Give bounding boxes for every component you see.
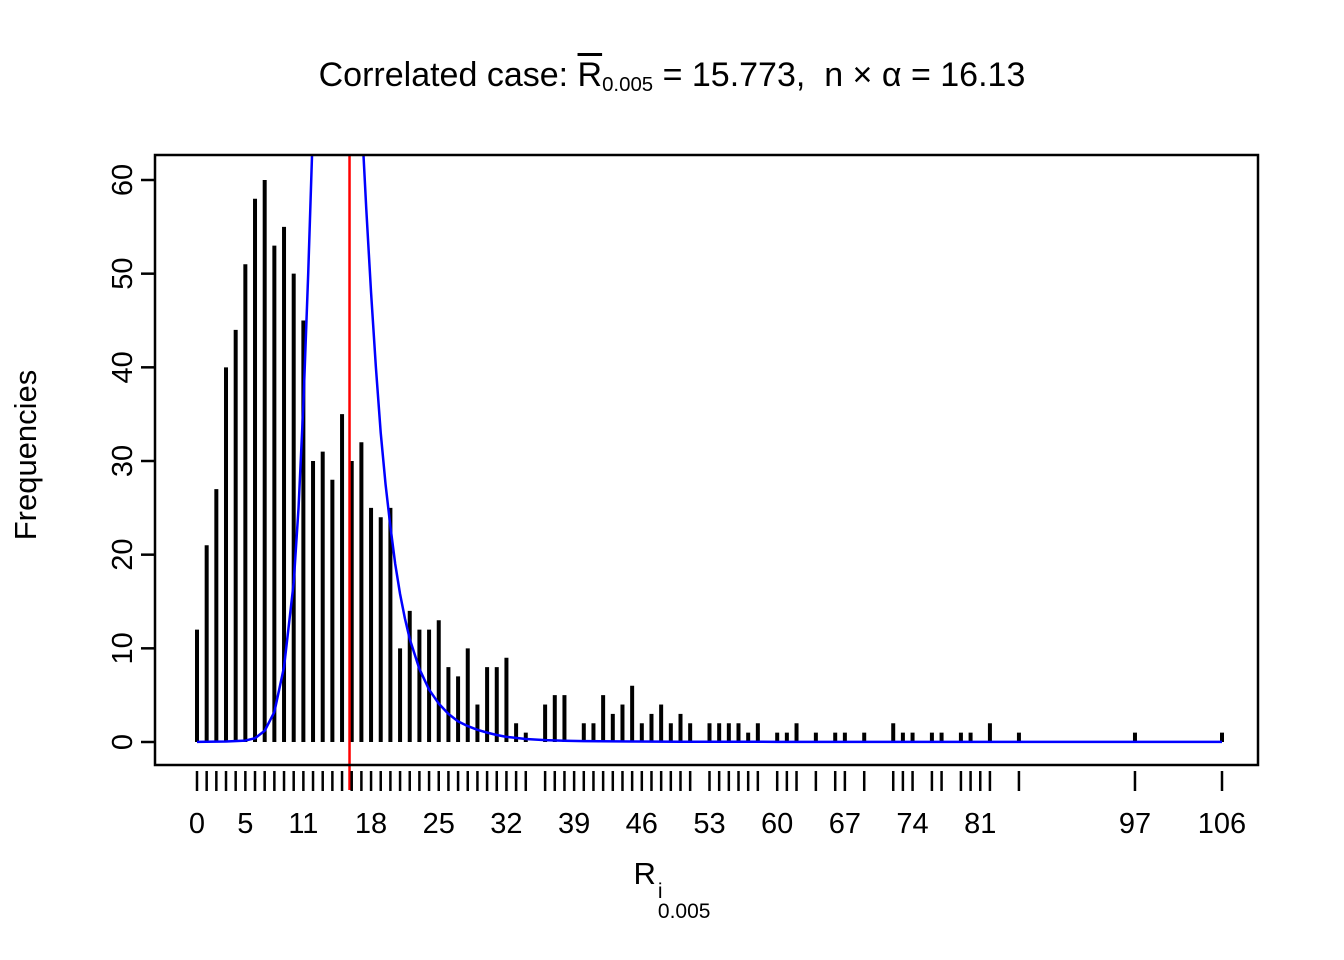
x-tick-label: 5 [237, 808, 253, 840]
x-tick-label: 97 [1119, 808, 1151, 840]
title-rbar: R [577, 56, 603, 94]
x-tick-label: 67 [829, 808, 861, 840]
x-tick-label: 11 [288, 808, 318, 840]
y-tick-label: 50 [107, 258, 139, 290]
title-suffix: = 15.773, n × α = 16.13 [653, 56, 1026, 94]
x-tick-label: 39 [558, 808, 590, 840]
x-tick-label: 18 [355, 808, 387, 840]
x-label-subscript: 0.005 [657, 900, 711, 923]
x-tick-label: 0 [189, 808, 205, 840]
x-tick-label: 60 [761, 808, 793, 840]
y-tick-label: 30 [107, 445, 139, 477]
title-prefix: Correlated case: [318, 56, 578, 94]
x-tick-label: 46 [626, 808, 658, 840]
x-label-superscript: i [657, 880, 663, 903]
y-tick-label: 60 [107, 164, 139, 196]
x-tick-label: 25 [423, 808, 455, 840]
density-curve [196, 155, 1222, 744]
x-tick-label: 74 [896, 808, 928, 840]
y-tick-label: 40 [107, 351, 139, 383]
y-tick-label: 10 [107, 632, 139, 664]
x-tick-label: 32 [490, 808, 522, 840]
y-tick-label: 0 [107, 734, 139, 750]
plot-box [153, 153, 1260, 767]
x-tick-label: 53 [693, 808, 725, 840]
x-label-scripts: i 0.005 [657, 880, 711, 923]
x-label-base: R [633, 856, 656, 891]
title-rbar-subscript: 0.005 [602, 74, 654, 97]
x-tick-label: 106 [1198, 808, 1246, 840]
x-tick-label: 81 [964, 808, 996, 840]
plot-title: Correlated case: R0.005 = 15.773, n × α … [0, 56, 1344, 97]
y-tick-label: 20 [107, 539, 139, 571]
